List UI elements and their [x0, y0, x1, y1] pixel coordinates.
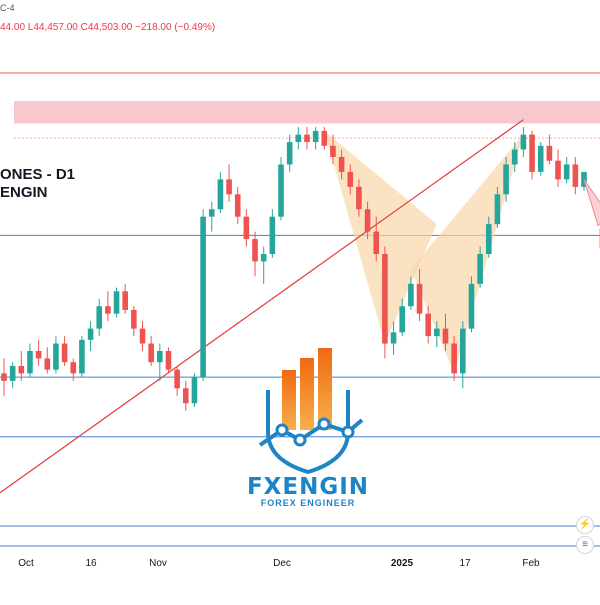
x-tick-label: Oct	[18, 558, 34, 569]
candle-body	[35, 351, 42, 359]
candle-body	[53, 343, 59, 370]
candle-body	[434, 328, 440, 337]
candle-body	[87, 328, 94, 340]
candle-body	[96, 306, 103, 329]
candle-body	[122, 291, 128, 310]
candle-body	[347, 171, 354, 187]
candle-body	[226, 179, 232, 195]
x-tick-label: 2025	[390, 558, 414, 569]
candle-body	[338, 157, 345, 172]
candle-body	[217, 179, 224, 210]
x-tick-label: Dec	[273, 558, 291, 569]
candle-body	[399, 306, 406, 333]
candle-body	[182, 388, 189, 404]
candle-body	[503, 164, 509, 195]
candle-body	[139, 328, 146, 344]
candle-body	[18, 365, 25, 374]
candle-body	[382, 254, 388, 344]
candle-body	[330, 145, 336, 157]
candle-body	[304, 134, 310, 143]
ohlc-readout: 44.00 L44,457.00 C44,503.00 −218.00 (−0.…	[0, 22, 216, 33]
candle-body	[364, 209, 371, 232]
candle-body	[1, 373, 7, 381]
candle-body	[9, 365, 16, 381]
candle-body	[157, 351, 163, 363]
candle-body	[278, 164, 284, 217]
candle-body	[312, 130, 319, 143]
candle-body	[442, 328, 449, 344]
candle-body	[425, 313, 431, 337]
candle-body	[511, 149, 518, 165]
candle-body	[537, 145, 544, 172]
candle-body	[555, 160, 561, 180]
candle-body	[105, 306, 111, 314]
candle-body	[61, 343, 68, 363]
candle-body	[494, 194, 501, 225]
lightning-icon[interactable]: ⚡	[576, 516, 594, 534]
projection-arrow	[583, 179, 600, 248]
candle-body	[252, 239, 258, 262]
candle-body	[243, 216, 250, 240]
candle-body	[321, 130, 328, 146]
candle-body	[356, 186, 362, 210]
logo-tagline: FOREX ENGINEER	[260, 498, 356, 508]
x-tick-label: Feb	[522, 558, 540, 569]
candle-body	[269, 216, 276, 254]
x-tick-label: Nov	[149, 558, 167, 569]
candle-body	[191, 377, 198, 404]
candle-body	[468, 283, 475, 329]
candle-body	[165, 351, 172, 370]
candle-body	[477, 254, 483, 284]
candle-body	[520, 134, 527, 150]
candle-body	[70, 362, 77, 374]
x-tick-label: 16	[85, 558, 97, 569]
x-tick-label: 17	[459, 558, 471, 569]
candle-body	[174, 369, 180, 389]
trendline	[0, 119, 524, 494]
resistance-zone	[14, 101, 600, 124]
chart-title-line2: ENGIN	[0, 184, 48, 201]
candle-body	[234, 194, 241, 217]
candle-body	[572, 164, 579, 187]
candle-body	[286, 142, 293, 165]
candle-body	[131, 309, 137, 329]
symbol-fragment: C-4	[0, 3, 15, 13]
candle-body	[563, 164, 570, 180]
flag-icon[interactable]: ≡	[576, 536, 594, 554]
candle-body	[148, 343, 154, 363]
candle-body	[44, 358, 51, 370]
candle-body	[200, 216, 206, 378]
candle-body	[460, 328, 466, 374]
chart-title-line1: ONES - D1	[0, 166, 76, 183]
candle-body	[451, 343, 457, 374]
candle-body	[485, 224, 492, 254]
candle-body	[529, 134, 535, 172]
candle-body	[373, 231, 380, 254]
fxengin-logo	[258, 348, 364, 475]
logo-wordmark: FXENGIN	[246, 474, 370, 500]
candle-body	[27, 351, 33, 374]
candle-body	[416, 283, 423, 314]
candle-body	[79, 339, 85, 374]
candle-body	[208, 209, 215, 217]
candle-body	[113, 291, 120, 314]
candle-body	[546, 145, 553, 161]
candle-body	[295, 134, 302, 143]
candle-body	[408, 283, 414, 307]
candle-body	[260, 254, 267, 262]
candle-body	[390, 332, 397, 344]
